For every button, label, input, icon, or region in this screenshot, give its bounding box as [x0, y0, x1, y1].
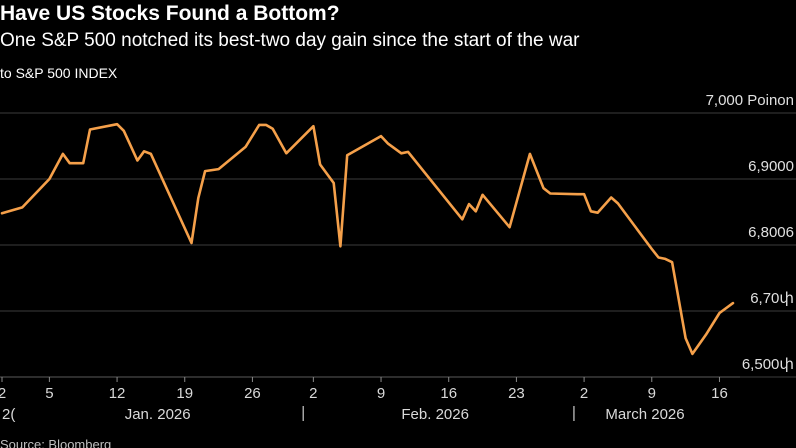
chart-title: Have US Stocks Found a Bottom?	[0, 2, 340, 25]
x-tick-label-10: 9	[648, 385, 656, 402]
year-label-fragment: 2(	[2, 406, 15, 423]
series-label: to S&P 500 INDEX	[0, 65, 118, 81]
y-tick-label-1: 6,9000	[748, 158, 794, 175]
y-tick-label-4: 6,500փ	[742, 356, 794, 373]
y-tick-label-0: 7,000 Poinon	[706, 92, 794, 109]
x-tick-label-1: 5	[45, 385, 53, 402]
month-label-1: Feb. 2026	[401, 406, 469, 423]
month-label-0: Jan. 2026	[125, 406, 191, 423]
x-tick-label-0: 2	[0, 385, 6, 402]
chart-subtitle: One S&P 500 notched its best-two day gai…	[0, 30, 580, 51]
x-tick-label-11: 16	[711, 385, 728, 402]
month-label-2: March 2026	[605, 406, 684, 423]
chart-source: Source: Bloomberg	[0, 437, 112, 448]
x-tick-label-3: 19	[176, 385, 193, 402]
x-tick-label-4: 26	[244, 385, 261, 402]
x-tick-label-2: 12	[109, 385, 126, 402]
x-tick-label-8: 23	[508, 385, 525, 402]
x-tick-label-7: 16	[440, 385, 457, 402]
x-tick-label-9: 2	[580, 385, 588, 402]
x-tick-label-6: 9	[377, 385, 385, 402]
series-line-0	[0, 122, 735, 356]
y-tick-label-2: 6,8006	[748, 224, 794, 241]
x-tick-label-5: 2	[309, 385, 317, 402]
y-tick-label-3: 6,70փ	[750, 290, 794, 307]
